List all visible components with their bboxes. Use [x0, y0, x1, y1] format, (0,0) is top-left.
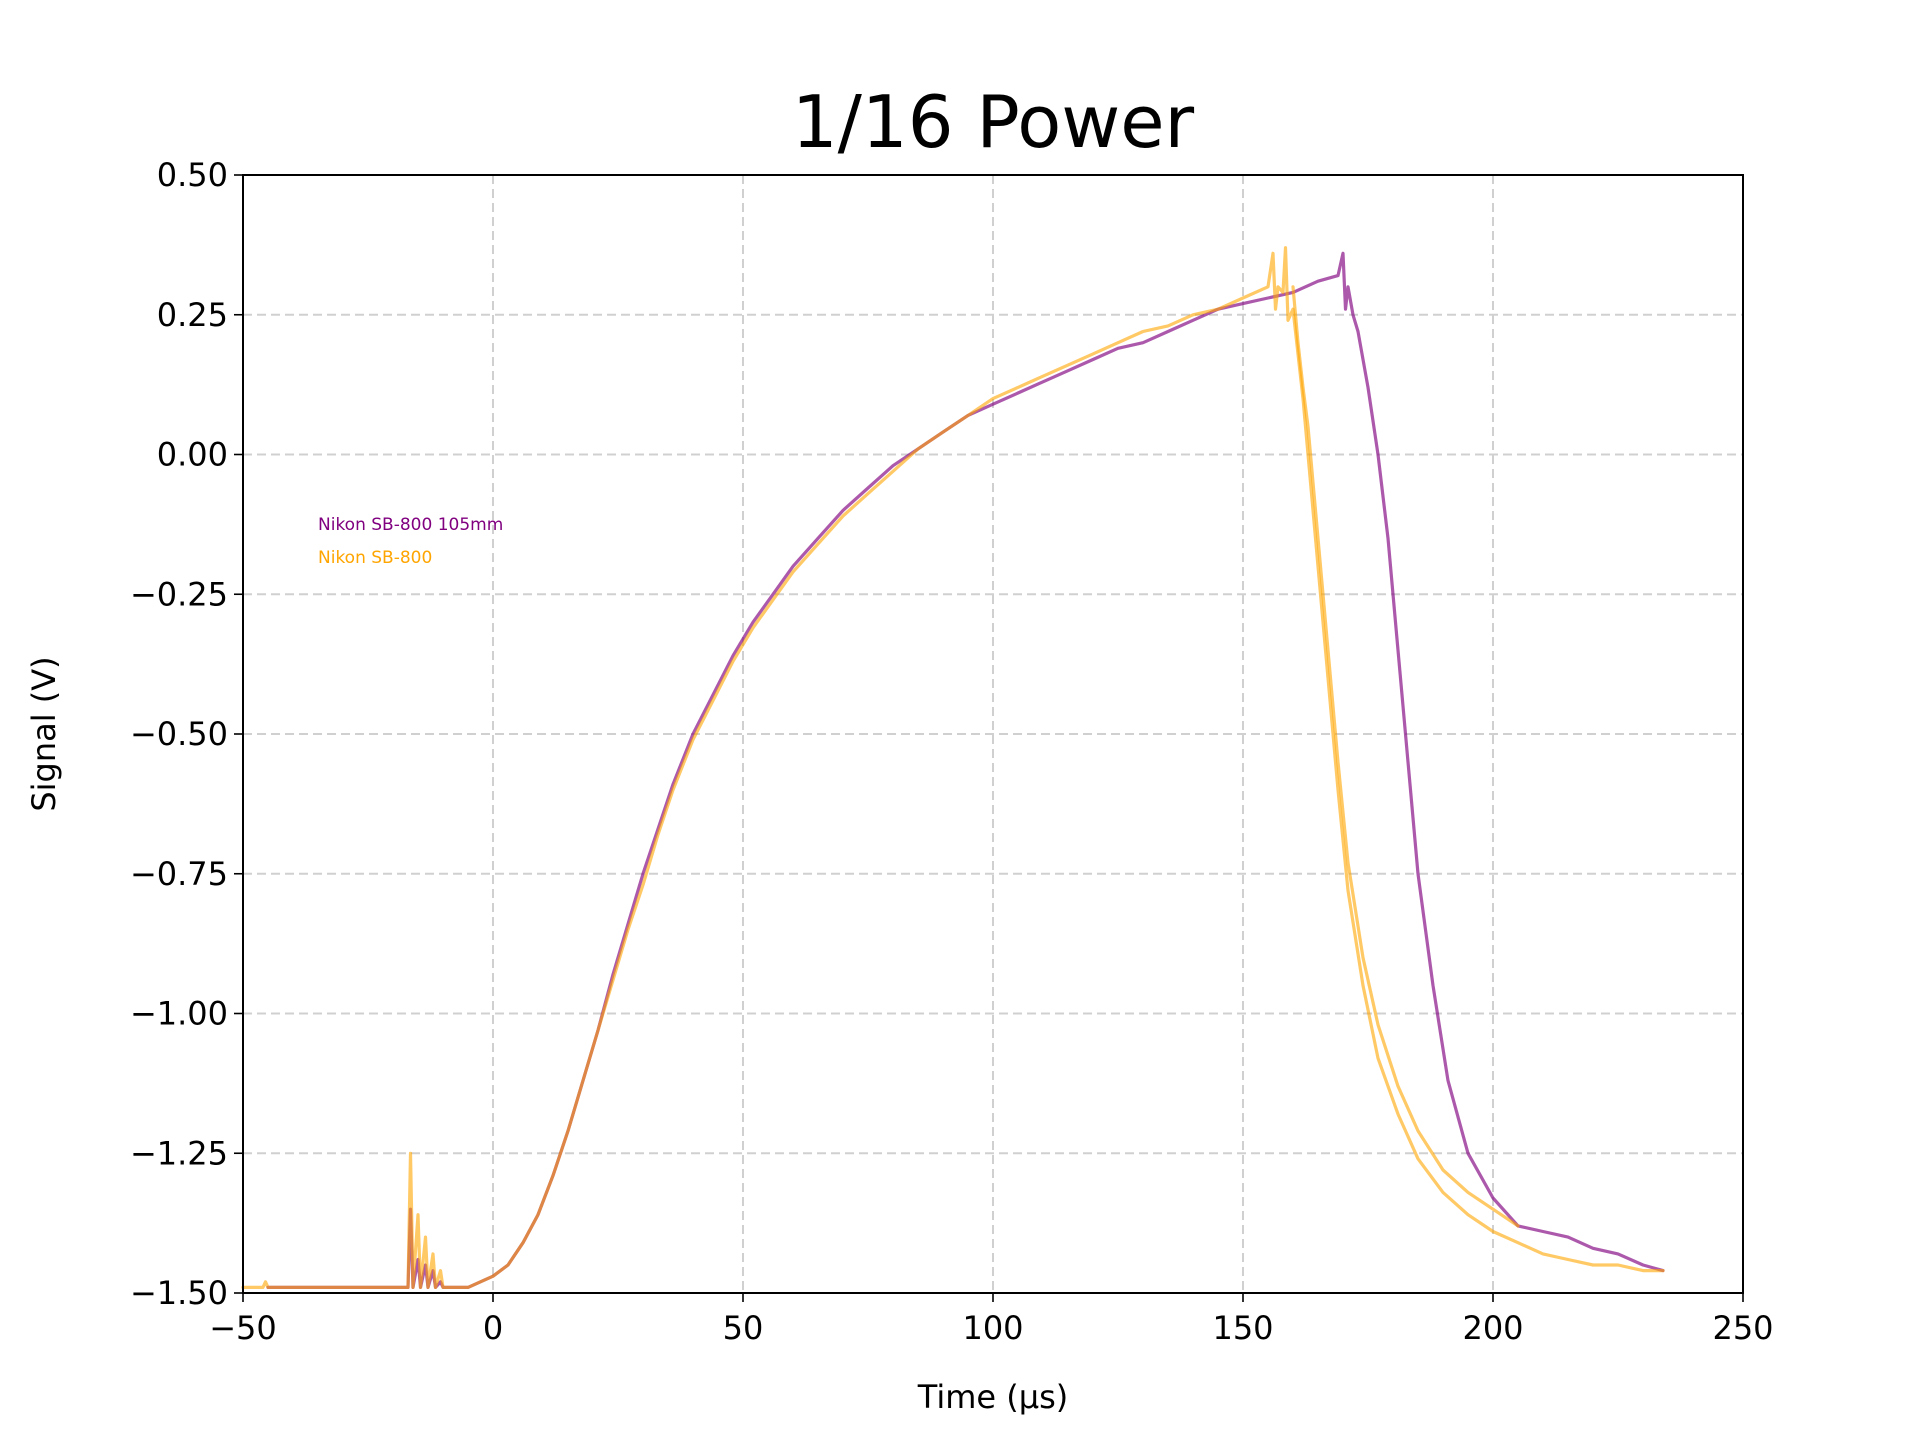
y-tick-label: 0.50 — [157, 156, 228, 194]
y-tick-label: −0.50 — [130, 715, 228, 753]
chart-title: 1/16 Power — [792, 80, 1195, 164]
y-tick-label: −0.25 — [130, 575, 228, 613]
legend-label-2: Nikon SB-800 — [318, 548, 432, 568]
x-tick-label: 150 — [1212, 1309, 1273, 1347]
gridlines — [243, 175, 1743, 1293]
series-line-3 — [1291, 285, 1520, 1228]
legend: Nikon SB-800 105mm Nikon SB-800 — [318, 515, 503, 568]
series-line-2 — [241, 246, 1665, 1289]
y-tick-label: −1.25 — [130, 1134, 228, 1172]
x-tick-label: 50 — [723, 1309, 764, 1347]
legend-label-1: Nikon SB-800 105mm — [318, 515, 503, 535]
y-tick-label: 0.00 — [157, 436, 228, 474]
x-tick-label: 100 — [962, 1309, 1023, 1347]
y-tick-label: −1.00 — [130, 995, 228, 1033]
series-lines — [241, 246, 1665, 1289]
x-axis-title: Time (µs) — [917, 1378, 1068, 1416]
y-tick-label: 0.25 — [157, 296, 228, 334]
x-tick-label: −50 — [209, 1309, 277, 1347]
x-tick-label: 250 — [1712, 1309, 1773, 1347]
y-tick-label: −0.75 — [130, 855, 228, 893]
x-tick-label: 200 — [1462, 1309, 1523, 1347]
y-axis-title: Signal (V) — [25, 656, 63, 811]
x-tick-label: 0 — [483, 1309, 503, 1347]
axis-ticks: −50 0 50 100 150 200 250 0.50 0.25 0.00 −0.25 −0.50… — [130, 156, 1774, 1347]
y-tick-label: −1.50 — [130, 1274, 228, 1312]
